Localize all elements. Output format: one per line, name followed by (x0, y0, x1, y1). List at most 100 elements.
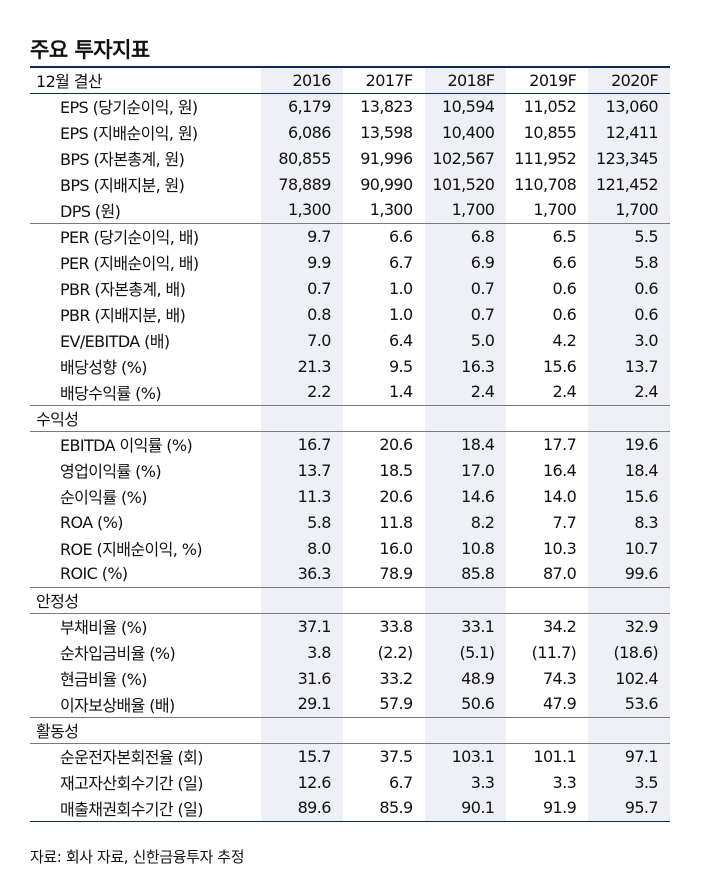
section-cell (424, 404, 507, 432)
header-year: 2020F (588, 66, 670, 94)
table-cell: 6.6 (552, 252, 577, 272)
table-cell: 0.6 (588, 301, 670, 327)
header-year: 2017F (342, 66, 425, 94)
table-cell: 6.6 (342, 222, 425, 249)
table-row: 순차입금비율 (%) 3.8 (2.2) (5.1) (11.7) (18.6) (30, 639, 670, 665)
row-label: BPS (자본총계, 원) (60, 150, 185, 169)
row-label: ROA (%) (60, 512, 124, 532)
row-label: EBITDA 이익률 (%) (60, 436, 193, 456)
table-cell: 47.9 (542, 694, 577, 714)
section-row: 안정성 (30, 586, 670, 614)
table-cell: 37.1 (261, 613, 343, 639)
table-cell: (5.1) (424, 639, 507, 665)
table-cell: 7.0 (261, 327, 343, 353)
table-cell: 32.9 (588, 613, 670, 639)
header-year: 2016 (261, 66, 343, 94)
table-row: 배당성향 (%) 21.3 9.5 16.3 15.6 13.7 (30, 353, 670, 379)
table-row: ROE (지배순이익, %) 8.0 16.0 10.8 10.3 10.7 (30, 535, 670, 561)
table-cell: 97.1 (588, 743, 670, 769)
row-label: ROIC (%) (60, 564, 128, 584)
row-label: ROE (지배순이익, %) (60, 540, 203, 559)
table-cell: 80,855 (261, 145, 343, 171)
table-cell: 8.3 (588, 509, 670, 535)
table-cell: 14.0 (542, 486, 577, 506)
table-row: ROA (%) 5.8 11.8 8.2 7.7 8.3 (30, 509, 670, 535)
section-label: 안정성 (30, 586, 261, 614)
page-title: 주요 투자지표 (30, 38, 150, 62)
table-cell: 13.7 (588, 353, 670, 379)
table-cell: 5.8 (588, 249, 670, 275)
row-label: 배당성향 (%) (60, 358, 147, 377)
table-cell: 10,400 (424, 119, 507, 145)
table-cell: 1,300 (369, 200, 413, 220)
table-cell: 9.9 (261, 249, 343, 275)
section-label: 수익성 (30, 404, 261, 432)
table-cell: 9.7 (261, 222, 343, 249)
table-row: 매출채권회수기간 (일) 89.6 85.9 90.1 91.9 95.7 (30, 795, 670, 822)
section-row: 수익성 (30, 404, 670, 432)
table-cell: 36.3 (261, 561, 343, 587)
table-cell: 33.2 (379, 668, 413, 688)
table-cell: 3.0 (588, 327, 670, 353)
row-label: 매출채권회수기간 (일) (30, 795, 261, 822)
table-cell: 2.4 (552, 382, 577, 402)
table-row: 부채비율 (%) 37.1 33.8 33.1 34.2 32.9 (30, 613, 670, 639)
table-cell: 102,567 (424, 145, 507, 171)
table-cell: 1,700 (533, 200, 577, 220)
section-cell (506, 404, 589, 432)
table-cell: 16.4 (542, 460, 577, 480)
table-cell: 29.1 (261, 691, 343, 717)
table-cell: 3.8 (261, 639, 343, 665)
section-cell (424, 716, 507, 744)
table-cell: (11.7) (531, 642, 577, 662)
table-cell: (18.6) (588, 639, 670, 665)
table-cell: 74.3 (542, 668, 577, 688)
section-cell (424, 586, 507, 614)
table-row: BPS (지배지분, 원) 78,889 90,990 101,520 110,708 1… (30, 171, 670, 197)
table-row: PER (당기순이익, 배) 9.7 6.6 6.8 6.5 5.5 (30, 222, 670, 249)
section-cell (588, 586, 670, 614)
table-row: PBR (자본총계, 배) 0.7 1.0 0.7 0.6 0.6 (30, 275, 670, 301)
table-cell: 85.8 (424, 561, 507, 587)
table-cell: 101,520 (424, 171, 507, 197)
table-row: PER (지배순이익, 배) 9.9 6.7 6.9 6.6 5.8 (30, 249, 670, 275)
table-cell: 17.0 (424, 457, 507, 483)
table-cell: 11.8 (379, 512, 413, 532)
table-cell: 14.6 (424, 483, 507, 509)
table-cell: 11.3 (261, 483, 343, 509)
table-body: 12월 결산 2016 2017F 2018F 2019F 2020F EPS (당기순이익… (30, 66, 670, 822)
table-cell: 90.1 (424, 795, 507, 822)
table-cell: 13.7 (261, 457, 343, 483)
table-cell: 53.6 (588, 691, 670, 717)
table-cell: 4.2 (552, 330, 577, 350)
table-cell: 87.0 (542, 564, 577, 584)
table-cell: 18.4 (424, 431, 507, 457)
row-label: 현금비율 (%) (60, 670, 147, 689)
row-label: 재고자산회수기간 (일) (60, 774, 203, 793)
section-cell (342, 586, 425, 614)
table-cell: 12,411 (588, 119, 670, 145)
table-row: 순이익률 (%) 11.3 20.6 14.6 14.0 15.6 (30, 483, 670, 509)
table-cell: 16.7 (261, 431, 343, 457)
row-label: 순이익률 (%) (60, 488, 147, 507)
table-cell: 101.1 (533, 746, 577, 766)
table-cell: 20.6 (379, 486, 413, 506)
row-label: PER (당기순이익, 배) (30, 222, 261, 249)
table-cell: 1.0 (388, 278, 413, 298)
table-cell: 3.5 (588, 769, 670, 795)
table-cell: 3.3 (424, 769, 507, 795)
header-row: 12월 결산 2016 2017F 2018F 2019F 2020F (30, 66, 670, 94)
table-cell: 15.7 (261, 743, 343, 769)
section-cell (261, 404, 343, 432)
table-cell: 31.6 (261, 665, 343, 691)
table-cell: 90,990 (360, 174, 413, 194)
table-cell: 0.6 (552, 304, 577, 324)
source-note: 자료: 회사 자료, 신한금융투자 추정 (30, 848, 245, 866)
table-cell: 111,952 (514, 148, 577, 168)
table-cell: 50.6 (424, 691, 507, 717)
row-label: EV/EBITDA (배) (60, 332, 170, 351)
section-cell (261, 586, 343, 614)
table-row: 영업이익률 (%) 13.7 18.5 17.0 16.4 18.4 (30, 457, 670, 483)
table-row: ROIC (%) 36.3 78.9 85.8 87.0 99.6 (30, 561, 670, 587)
section-label: 활동성 (30, 716, 261, 744)
